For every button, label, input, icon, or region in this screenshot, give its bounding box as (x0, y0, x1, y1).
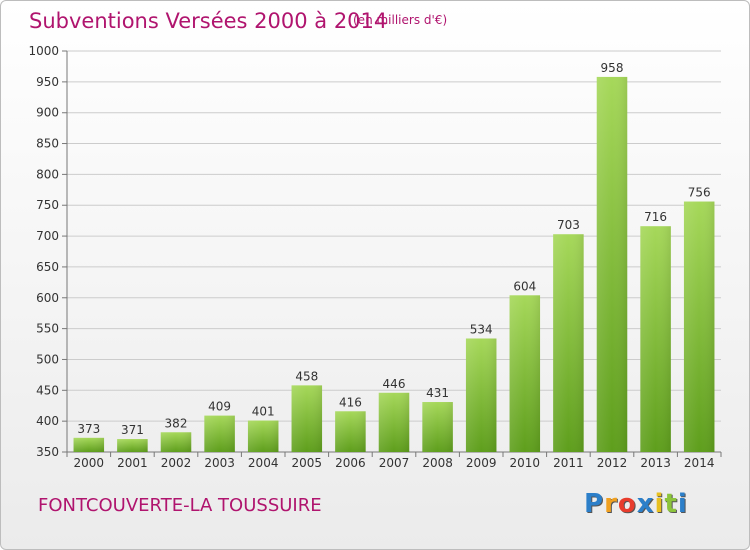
bar-shine (291, 385, 323, 452)
chart-subtitle: (en milliers d'€) (353, 13, 448, 27)
value-label-2010: 604 (513, 279, 536, 293)
value-label-2006: 416 (339, 395, 362, 409)
y-tick-label: 600 (36, 291, 59, 305)
x-tick-label: 2000 (74, 456, 105, 470)
y-tick-label: 950 (36, 75, 59, 89)
x-tick-label: 2002 (161, 456, 192, 470)
bar-shine (73, 437, 105, 452)
value-label-2002: 382 (165, 416, 188, 430)
y-tick-label: 700 (36, 229, 59, 243)
bar-shine (553, 234, 584, 452)
x-tick-label: 2010 (510, 456, 541, 470)
value-label-2014: 756 (688, 186, 711, 200)
y-tick-label: 400 (36, 414, 59, 428)
y-tick-label: 450 (36, 383, 59, 397)
x-tick-label: 2005 (292, 456, 323, 470)
y-tick-label: 650 (36, 260, 59, 274)
y-tick-label: 850 (36, 137, 59, 151)
logo-letter: i (654, 489, 665, 519)
y-tick-label: 550 (36, 322, 59, 336)
x-tick-label: 2003 (204, 456, 235, 470)
bar-shine (509, 295, 541, 452)
value-label-2007: 446 (383, 377, 406, 391)
x-tick-label: 2013 (640, 456, 671, 470)
bar-shine (117, 439, 148, 452)
x-tick-label: 2001 (117, 456, 148, 470)
x-tick-label: 2014 (684, 456, 715, 470)
logo-letter: i (677, 489, 688, 519)
x-tick-label: 2006 (335, 456, 366, 470)
value-labels: 373 371 382 409 401 458 416 446 431 534 604 703 958 7… (77, 61, 710, 437)
x-tick-label: 2008 (422, 456, 453, 470)
bar-shine (640, 226, 671, 452)
x-tick-label: 2009 (466, 456, 497, 470)
bar-shine (465, 338, 497, 452)
bar-shine (204, 415, 235, 452)
value-label-2008: 431 (426, 386, 449, 400)
proxiti-logo: Proxiti (584, 489, 688, 519)
bar-shine (596, 76, 628, 452)
value-label-2000: 373 (77, 422, 100, 436)
value-label-2012: 958 (601, 61, 624, 75)
logo-letter: t (664, 489, 678, 519)
value-label-2011: 703 (557, 218, 580, 232)
value-label-2001: 371 (121, 423, 144, 437)
y-tick-label: 800 (36, 167, 59, 181)
bar-shine (683, 201, 715, 452)
logo-letter: P (584, 489, 605, 519)
x-tick-label: 2011 (553, 456, 584, 470)
value-label-2004: 401 (252, 405, 275, 419)
y-tick-label: 750 (36, 198, 59, 212)
x-tick-label: 2007 (379, 456, 410, 470)
value-label-2009: 534 (470, 322, 493, 336)
value-label-2003: 409 (208, 400, 231, 414)
x-tick-label: 2004 (248, 456, 279, 470)
logo-letter: o (617, 489, 637, 519)
logo-letter: r (604, 489, 618, 519)
value-label-2013: 716 (644, 210, 667, 224)
y-tick-label: 350 (36, 445, 59, 459)
x-tick-labels: 2000 2001 2002 2003 2004 2005 2006 2007 2008 2009… (66, 452, 722, 470)
logo-letter: x (636, 489, 655, 519)
bar-shine (247, 420, 279, 452)
bar-shine (422, 402, 453, 452)
y-tick-labels: 350 400 450 500 550 600 650 700 750 800 850 900 950 1… (28, 44, 67, 459)
y-tick-label: 500 (36, 352, 59, 366)
bar-shine (160, 432, 192, 452)
value-label-2005: 458 (295, 369, 318, 383)
chart-title: Subventions Versées 2000 à 2014 (29, 9, 388, 33)
commune-name: FONTCOUVERTE-LA TOUSSUIRE (38, 495, 322, 516)
bar-shine (335, 411, 366, 452)
bar-shine (378, 392, 410, 452)
x-tick-label: 2012 (597, 456, 628, 470)
y-tick-label: 900 (36, 106, 59, 120)
y-tick-label: 1000 (28, 44, 59, 58)
bars (73, 76, 715, 452)
